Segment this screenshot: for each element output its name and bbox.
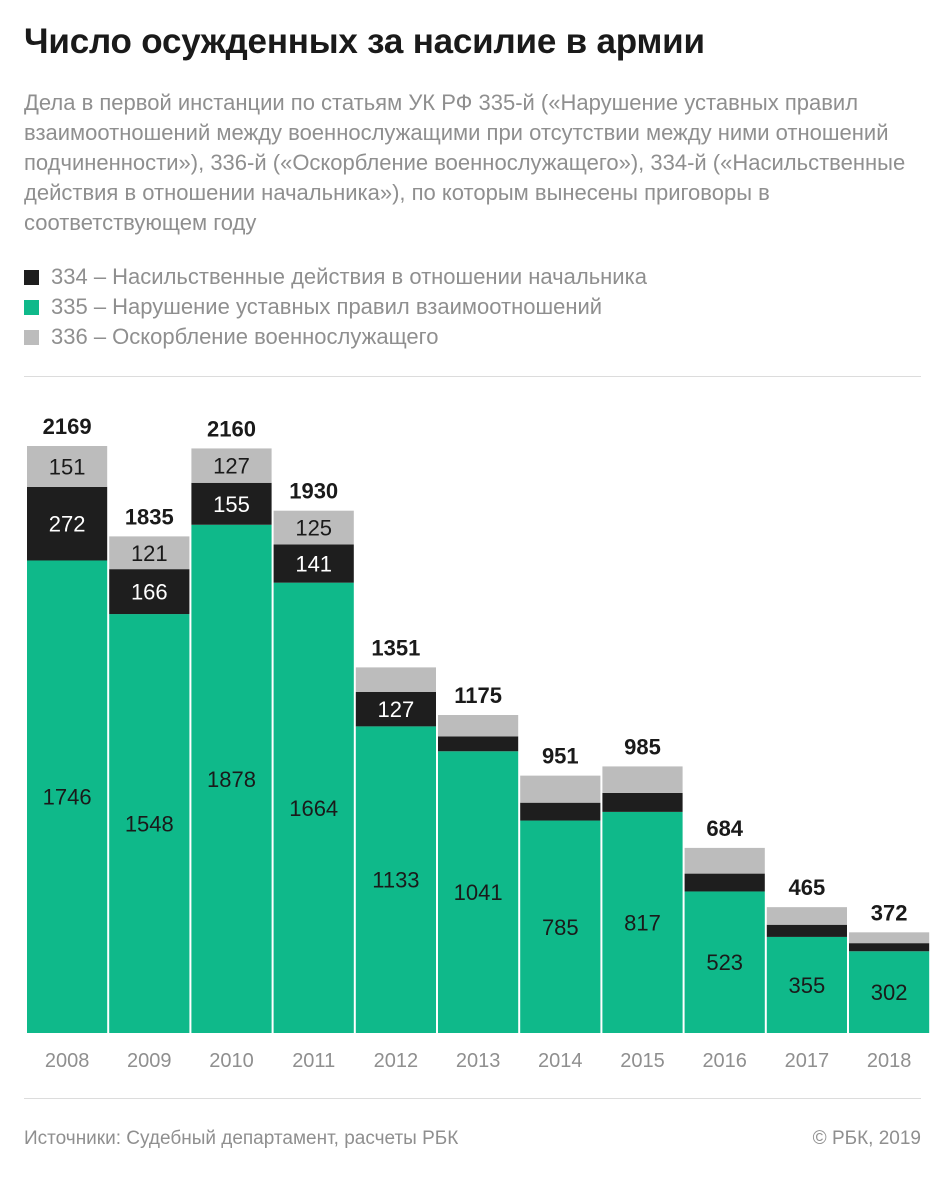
bar-segment-336-2018 — [849, 932, 930, 944]
x-tick-label-2017: 2017 — [785, 1050, 830, 1072]
copyright: © РБК, 2019 — [812, 1128, 921, 1149]
legend-item-336: 336 – Оскорбление военнослужащего — [24, 322, 647, 352]
data-label-335-2018: 302 — [871, 980, 908, 1005]
x-tick-label-2011: 2011 — [292, 1050, 335, 1072]
x-tick-label-2016: 2016 — [702, 1050, 747, 1072]
bar-segment-336-2009 — [109, 536, 190, 570]
bar-segment-334-2014 — [520, 802, 601, 821]
legend: 334 – Насильственные действия в отношени… — [24, 262, 647, 352]
chart-subtitle: Дела в первой инстанции по статьям УК РФ… — [24, 90, 906, 235]
legend-swatch-334 — [24, 269, 39, 285]
bar-segment-335-2016 — [684, 891, 765, 1033]
bar-segment-336-2012 — [355, 667, 436, 693]
bar-segment-335-2011 — [273, 582, 354, 1033]
total-label-2010: 2160 — [207, 416, 256, 441]
bottom-divider — [24, 1098, 921, 1099]
legend-label-336: 336 – Оскорбление военнослужащего — [51, 324, 439, 349]
bar-segment-334-2016 — [684, 873, 765, 892]
bar-segment-335-2008 — [27, 560, 108, 1033]
x-tick-label-2015: 2015 — [620, 1050, 665, 1072]
data-label-335-2009: 1548 — [125, 812, 174, 837]
legend-swatch-336 — [24, 329, 39, 345]
legend-swatch-335 — [24, 299, 39, 315]
total-label-2011: 1930 — [289, 479, 338, 504]
total-label-2016: 684 — [706, 816, 743, 841]
bar-segment-335-2018 — [849, 951, 930, 1033]
source-note: Источники: Судебный департамент, расчеты… — [24, 1128, 459, 1149]
bar-segment-335-2017 — [766, 936, 847, 1033]
bar-segment-334-2012 — [355, 692, 436, 727]
bar-segment-334-2015 — [602, 792, 683, 812]
bar-segment-335-2014 — [520, 820, 601, 1033]
data-label-335-2013: 1041 — [454, 880, 503, 905]
legend-label-335: 335 – Нарушение уставных правил взаимоот… — [51, 294, 603, 319]
bar-segment-336-2013 — [438, 715, 519, 737]
bar-segment-336-2011 — [273, 510, 354, 545]
x-tick-label-2018: 2018 — [867, 1050, 912, 1072]
bar-segment-334-2008 — [27, 486, 108, 561]
legend-label-334: 334 – Насильственные действия в отношени… — [51, 264, 647, 289]
bar-segment-334-2013 — [438, 736, 519, 752]
bar-segment-336-2017 — [766, 907, 847, 925]
data-label-334-2012: 127 — [378, 697, 415, 722]
data-label-335-2016: 523 — [706, 950, 743, 975]
total-label-2009: 1835 — [125, 504, 174, 529]
data-label-335-2008: 1746 — [43, 785, 92, 810]
bar-segment-335-2015 — [602, 811, 683, 1033]
bar-segment-334-2010 — [191, 482, 272, 525]
bar-segment-335-2012 — [355, 726, 436, 1033]
bar-segment-336-2014 — [520, 775, 601, 803]
bar-segment-334-2011 — [273, 544, 354, 583]
x-tick-label-2014: 2014 — [538, 1050, 583, 1072]
x-tick-label-2013: 2013 — [456, 1050, 501, 1072]
total-label-2017: 465 — [789, 875, 826, 900]
data-label-335-2011: 1664 — [289, 796, 338, 821]
total-label-2015: 985 — [624, 734, 661, 759]
data-label-336-2011: 125 — [295, 516, 332, 541]
bar-segment-336-2008 — [27, 446, 108, 487]
data-label-334-2010: 155 — [213, 492, 250, 517]
bar-segment-334-2017 — [766, 924, 847, 937]
data-label-336-2008: 151 — [49, 454, 86, 479]
total-label-2018: 372 — [871, 900, 908, 925]
data-label-334-2009: 166 — [131, 580, 168, 605]
bar-segment-335-2010 — [191, 524, 272, 1033]
data-label-334-2008: 272 — [49, 512, 86, 537]
bar-segment-336-2016 — [684, 847, 765, 874]
bar-segment-335-2009 — [109, 614, 190, 1033]
x-tick-label-2008: 2008 — [45, 1050, 90, 1072]
bar-segment-336-2015 — [602, 766, 683, 793]
data-label-335-2012: 1133 — [372, 868, 419, 893]
data-label-335-2017: 355 — [789, 973, 826, 998]
data-label-335-2014: 785 — [542, 915, 579, 940]
total-label-2013: 1175 — [454, 683, 502, 708]
total-label-2012: 1351 — [371, 635, 420, 660]
x-tick-label-2009: 2009 — [127, 1050, 172, 1072]
chart-title: Число осужденных за насилие в армии — [24, 22, 705, 61]
data-label-336-2010: 127 — [213, 454, 250, 479]
data-label-335-2015: 817 — [624, 910, 661, 935]
bar-segment-336-2010 — [191, 448, 272, 483]
data-label-335-2010: 1878 — [207, 767, 256, 792]
legend-item-335: 335 – Нарушение уставных правил взаимоот… — [24, 292, 647, 322]
x-tick-label-2010: 2010 — [209, 1050, 254, 1072]
bar-segment-335-2013 — [438, 751, 519, 1033]
total-label-2008: 2169 — [43, 414, 92, 439]
total-label-2014: 951 — [542, 744, 579, 769]
x-tick-label-2012: 2012 — [374, 1050, 419, 1072]
data-label-334-2011: 141 — [295, 552, 332, 577]
bar-segment-334-2009 — [109, 569, 190, 615]
legend-item-334: 334 – Насильственные действия в отношени… — [24, 262, 647, 292]
data-label-336-2009: 121 — [131, 541, 168, 566]
top-divider — [24, 376, 921, 377]
bar-segment-334-2018 — [849, 943, 930, 952]
